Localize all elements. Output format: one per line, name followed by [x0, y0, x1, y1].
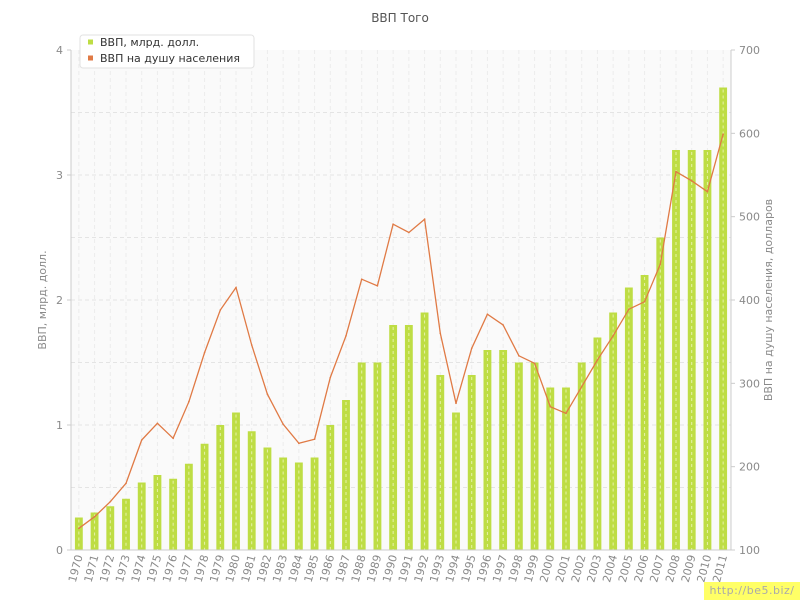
- point-2006: [643, 300, 646, 303]
- point-1985: [313, 438, 316, 440]
- bar-1981: [247, 431, 256, 550]
- bar-series: [74, 87, 728, 550]
- y-tick-left: 3: [56, 169, 63, 182]
- point-1972: [109, 500, 112, 503]
- point-1993: [439, 332, 442, 335]
- point-1983: [282, 423, 284, 425]
- point-1975: [156, 422, 159, 425]
- point-1974: [140, 439, 143, 441]
- point-1999: [533, 362, 536, 365]
- point-1970: [78, 527, 80, 530]
- point-1981: [250, 344, 253, 346]
- axes: [67, 49, 735, 551]
- point-2004: [612, 335, 614, 337]
- legend: ВВП, млрд. долл. ВВП на душу населения: [79, 34, 255, 69]
- point-2002: [580, 385, 583, 388]
- bar-2006: [640, 275, 649, 550]
- point-2011: [722, 133, 724, 135]
- point-1982: [266, 393, 269, 395]
- point-1998: [518, 355, 520, 357]
- legend-label-gdp-per-capita: ВВП на душу населения: [100, 52, 240, 65]
- bar-2005: [624, 287, 633, 550]
- point-1995: [470, 347, 473, 350]
- point-1980: [235, 286, 237, 289]
- point-1992: [423, 218, 426, 220]
- point-2000: [549, 405, 552, 408]
- bar-1976: [169, 478, 178, 550]
- point-1994: [455, 402, 457, 405]
- point-1989: [376, 285, 379, 287]
- y-tick-right: 600: [739, 127, 760, 140]
- y-tick-right: 400: [739, 294, 760, 307]
- y-tick-left: 4: [56, 44, 63, 57]
- y-axis-label-right: ВВП на душу населения, долларов: [762, 199, 775, 401]
- bar-1973: [122, 498, 130, 550]
- point-2003: [596, 359, 599, 361]
- bar-2007: [656, 237, 665, 550]
- y-tick-left: 1: [56, 419, 63, 432]
- point-1978: [203, 351, 206, 354]
- point-1986: [329, 376, 332, 379]
- point-1979: [219, 309, 222, 311]
- line-series: [78, 133, 724, 530]
- point-1973: [125, 482, 127, 485]
- bar-1975: [153, 475, 162, 550]
- y-tick-right: 500: [739, 211, 760, 224]
- point-2010: [706, 190, 709, 193]
- point-1996: [486, 313, 489, 315]
- y-tick-right: 300: [739, 377, 760, 390]
- legend-box: [79, 34, 255, 69]
- point-1988: [360, 278, 363, 280]
- watermark: http://be5.biz/: [704, 582, 800, 600]
- y-tick-left: 0: [56, 544, 63, 557]
- point-1991: [408, 231, 410, 234]
- bar-1977: [184, 463, 193, 550]
- point-1976: [172, 437, 174, 440]
- point-1990: [392, 223, 394, 225]
- bar-1978: [200, 443, 209, 550]
- y-tick-right: 100: [739, 544, 760, 557]
- bar-1971: [90, 512, 99, 550]
- legend-label-gdp: ВВП, млрд. долл.: [100, 36, 199, 49]
- point-2001: [565, 412, 567, 415]
- legend-swatch-gdp: [88, 39, 93, 45]
- y-axis-label-left: ВВП, млрд. долл.: [36, 250, 49, 349]
- point-1977: [188, 400, 190, 403]
- per-capita-line: [78, 134, 724, 529]
- point-1971: [93, 515, 96, 518]
- point-2008: [675, 170, 677, 173]
- point-1997: [502, 324, 504, 326]
- point-2005: [628, 308, 630, 310]
- point-1987: [345, 335, 347, 337]
- bar-1984: [294, 462, 303, 550]
- y-tick-left: 2: [56, 294, 63, 307]
- point-1984: [298, 442, 300, 445]
- point-2009: [690, 180, 693, 182]
- y-tick-right: 700: [739, 44, 760, 57]
- legend-swatch-gdp-per-capita: [88, 55, 93, 61]
- y-tick-right: 200: [739, 461, 760, 474]
- point-2007: [659, 263, 662, 265]
- chart-title: ВВП Того: [371, 11, 429, 25]
